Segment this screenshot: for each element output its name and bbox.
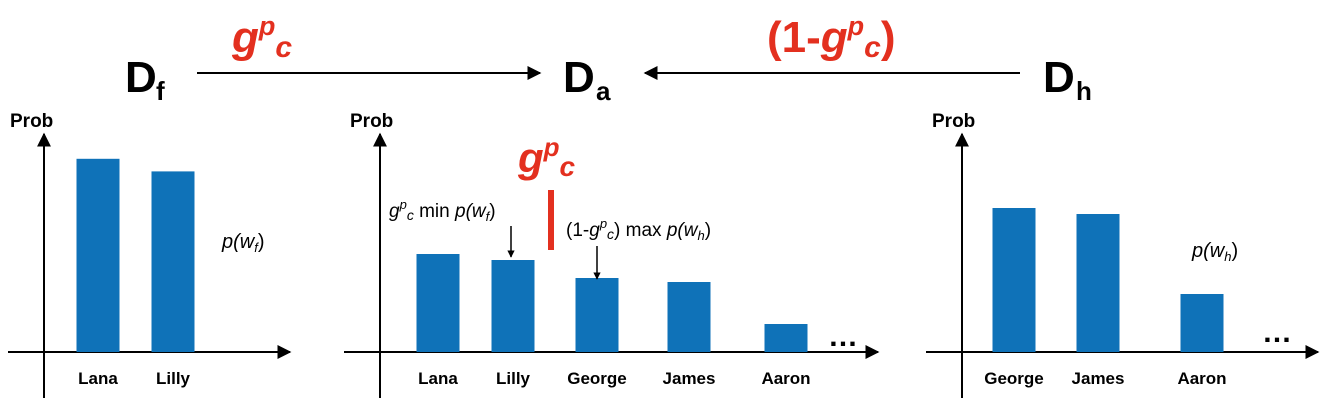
chart-da-bars: Lana Lilly George James Aaron bbox=[416, 254, 811, 388]
chart-df-annotation: p(wf) bbox=[221, 231, 265, 255]
chart-da-bar-george bbox=[575, 278, 619, 352]
chart-dh-tick-label: James bbox=[1072, 369, 1125, 388]
node-d-a: D a bbox=[563, 53, 611, 106]
chart-df-bar-lilly bbox=[151, 171, 195, 352]
chart-da-bar-aaron bbox=[764, 324, 808, 352]
node-d-f-label: D bbox=[125, 53, 157, 102]
chart-df-bar-lana bbox=[76, 158, 120, 352]
chart-da-gap-label: gpc bbox=[517, 132, 576, 182]
chart-da-gap-bar bbox=[548, 190, 554, 250]
chart-da-ellipsis: … bbox=[828, 320, 858, 353]
chart-dh-bar-james bbox=[1076, 214, 1120, 352]
node-d-a-sub: a bbox=[596, 76, 611, 106]
chart-dh-bar-aaron bbox=[1180, 294, 1224, 352]
chart-df: Prob Lana Lilly p(wf) bbox=[8, 111, 292, 398]
chart-da-tick-label: Aaron bbox=[761, 369, 810, 388]
chart-da-upper-annotation: (1-gpc) max p(wh) bbox=[566, 216, 711, 243]
weight-left: gpc bbox=[231, 11, 292, 64]
node-d-a-label: D bbox=[563, 53, 595, 102]
node-d-f: D f bbox=[125, 53, 165, 106]
chart-da-tick-label: Lana bbox=[418, 369, 458, 388]
chart-da-tick-label: James bbox=[663, 369, 716, 388]
chart-da-ylabel: Prob bbox=[350, 111, 393, 132]
chart-da-tick-label: George bbox=[567, 369, 627, 388]
chart-da: Prob Lana Lilly George James Aaron … gpc gpc… bbox=[344, 111, 880, 398]
weight-right: (1-gpc) bbox=[767, 11, 896, 64]
chart-da-lower-annotation: gpc min p(wf) bbox=[389, 197, 496, 224]
chart-dh: Prob George James Aaron … p(wh) bbox=[926, 111, 1320, 398]
chart-dh-annotation: p(wh) bbox=[1191, 240, 1238, 264]
chart-df-tick-label: Lana bbox=[78, 369, 118, 388]
node-d-h: D h bbox=[1043, 53, 1092, 106]
chart-df-bars: Lana Lilly bbox=[76, 158, 195, 388]
node-d-f-sub: f bbox=[156, 76, 165, 106]
chart-dh-tick-label: Aaron bbox=[1177, 369, 1226, 388]
chart-da-tick-label: Lilly bbox=[496, 369, 531, 388]
chart-df-tick-label: Lilly bbox=[156, 369, 191, 388]
chart-da-bar-lilly bbox=[491, 260, 535, 352]
chart-da-bar-lana bbox=[416, 254, 460, 352]
chart-dh-tick-label: George bbox=[984, 369, 1044, 388]
chart-dh-bar-george bbox=[992, 208, 1036, 352]
chart-dh-bars: George James Aaron bbox=[984, 208, 1227, 388]
chart-dh-ylabel: Prob bbox=[932, 111, 975, 132]
chart-da-bar-james bbox=[667, 282, 711, 352]
node-d-h-sub: h bbox=[1076, 76, 1092, 106]
chart-dh-ellipsis: … bbox=[1262, 316, 1292, 349]
chart-df-ylabel: Prob bbox=[10, 111, 53, 132]
node-d-h-label: D bbox=[1043, 53, 1075, 102]
